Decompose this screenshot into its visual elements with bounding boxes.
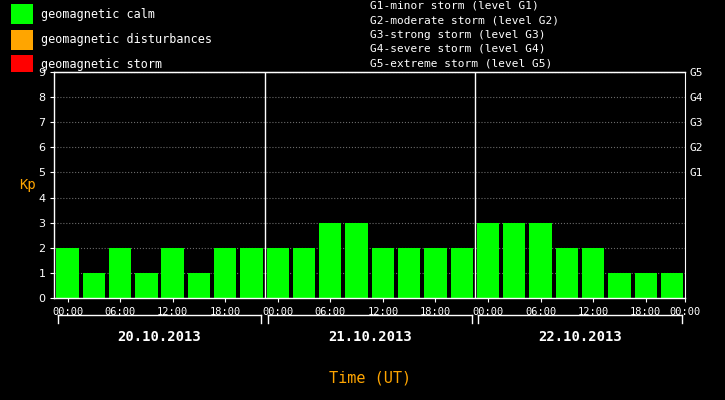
Text: G1-minor storm (level G1): G1-minor storm (level G1) <box>370 1 539 11</box>
Bar <box>83 273 105 298</box>
Bar <box>267 248 289 298</box>
Text: Time (UT): Time (UT) <box>328 370 411 386</box>
Text: G4-severe storm (level G4): G4-severe storm (level G4) <box>370 44 545 54</box>
Bar <box>240 248 262 298</box>
Bar <box>555 248 578 298</box>
Bar <box>214 248 236 298</box>
Bar <box>660 273 683 298</box>
Text: geomagnetic storm: geomagnetic storm <box>41 58 162 71</box>
Bar <box>109 248 131 298</box>
Text: geomagnetic calm: geomagnetic calm <box>41 8 155 21</box>
Bar <box>319 223 341 298</box>
Bar <box>188 273 210 298</box>
Bar <box>503 223 526 298</box>
Text: G2-moderate storm (level G2): G2-moderate storm (level G2) <box>370 15 559 25</box>
Bar <box>424 248 447 298</box>
Bar <box>398 248 420 298</box>
Bar <box>135 273 157 298</box>
Bar <box>11 4 33 24</box>
Text: geomagnetic disturbances: geomagnetic disturbances <box>41 33 212 46</box>
Bar <box>162 248 184 298</box>
Text: 21.10.2013: 21.10.2013 <box>328 330 412 344</box>
Bar <box>477 223 500 298</box>
Text: G5-extreme storm (level G5): G5-extreme storm (level G5) <box>370 58 552 68</box>
Text: 22.10.2013: 22.10.2013 <box>538 330 622 344</box>
Text: 20.10.2013: 20.10.2013 <box>117 330 202 344</box>
Bar <box>293 248 315 298</box>
Bar <box>11 55 33 75</box>
Text: G3-strong storm (level G3): G3-strong storm (level G3) <box>370 30 545 40</box>
Bar <box>372 248 394 298</box>
Bar <box>634 273 657 298</box>
Bar <box>529 223 552 298</box>
Bar <box>11 30 33 50</box>
Bar <box>57 248 79 298</box>
Bar <box>582 248 605 298</box>
Bar <box>345 223 368 298</box>
Bar <box>450 248 473 298</box>
Bar <box>608 273 631 298</box>
Y-axis label: Kp: Kp <box>19 178 36 192</box>
